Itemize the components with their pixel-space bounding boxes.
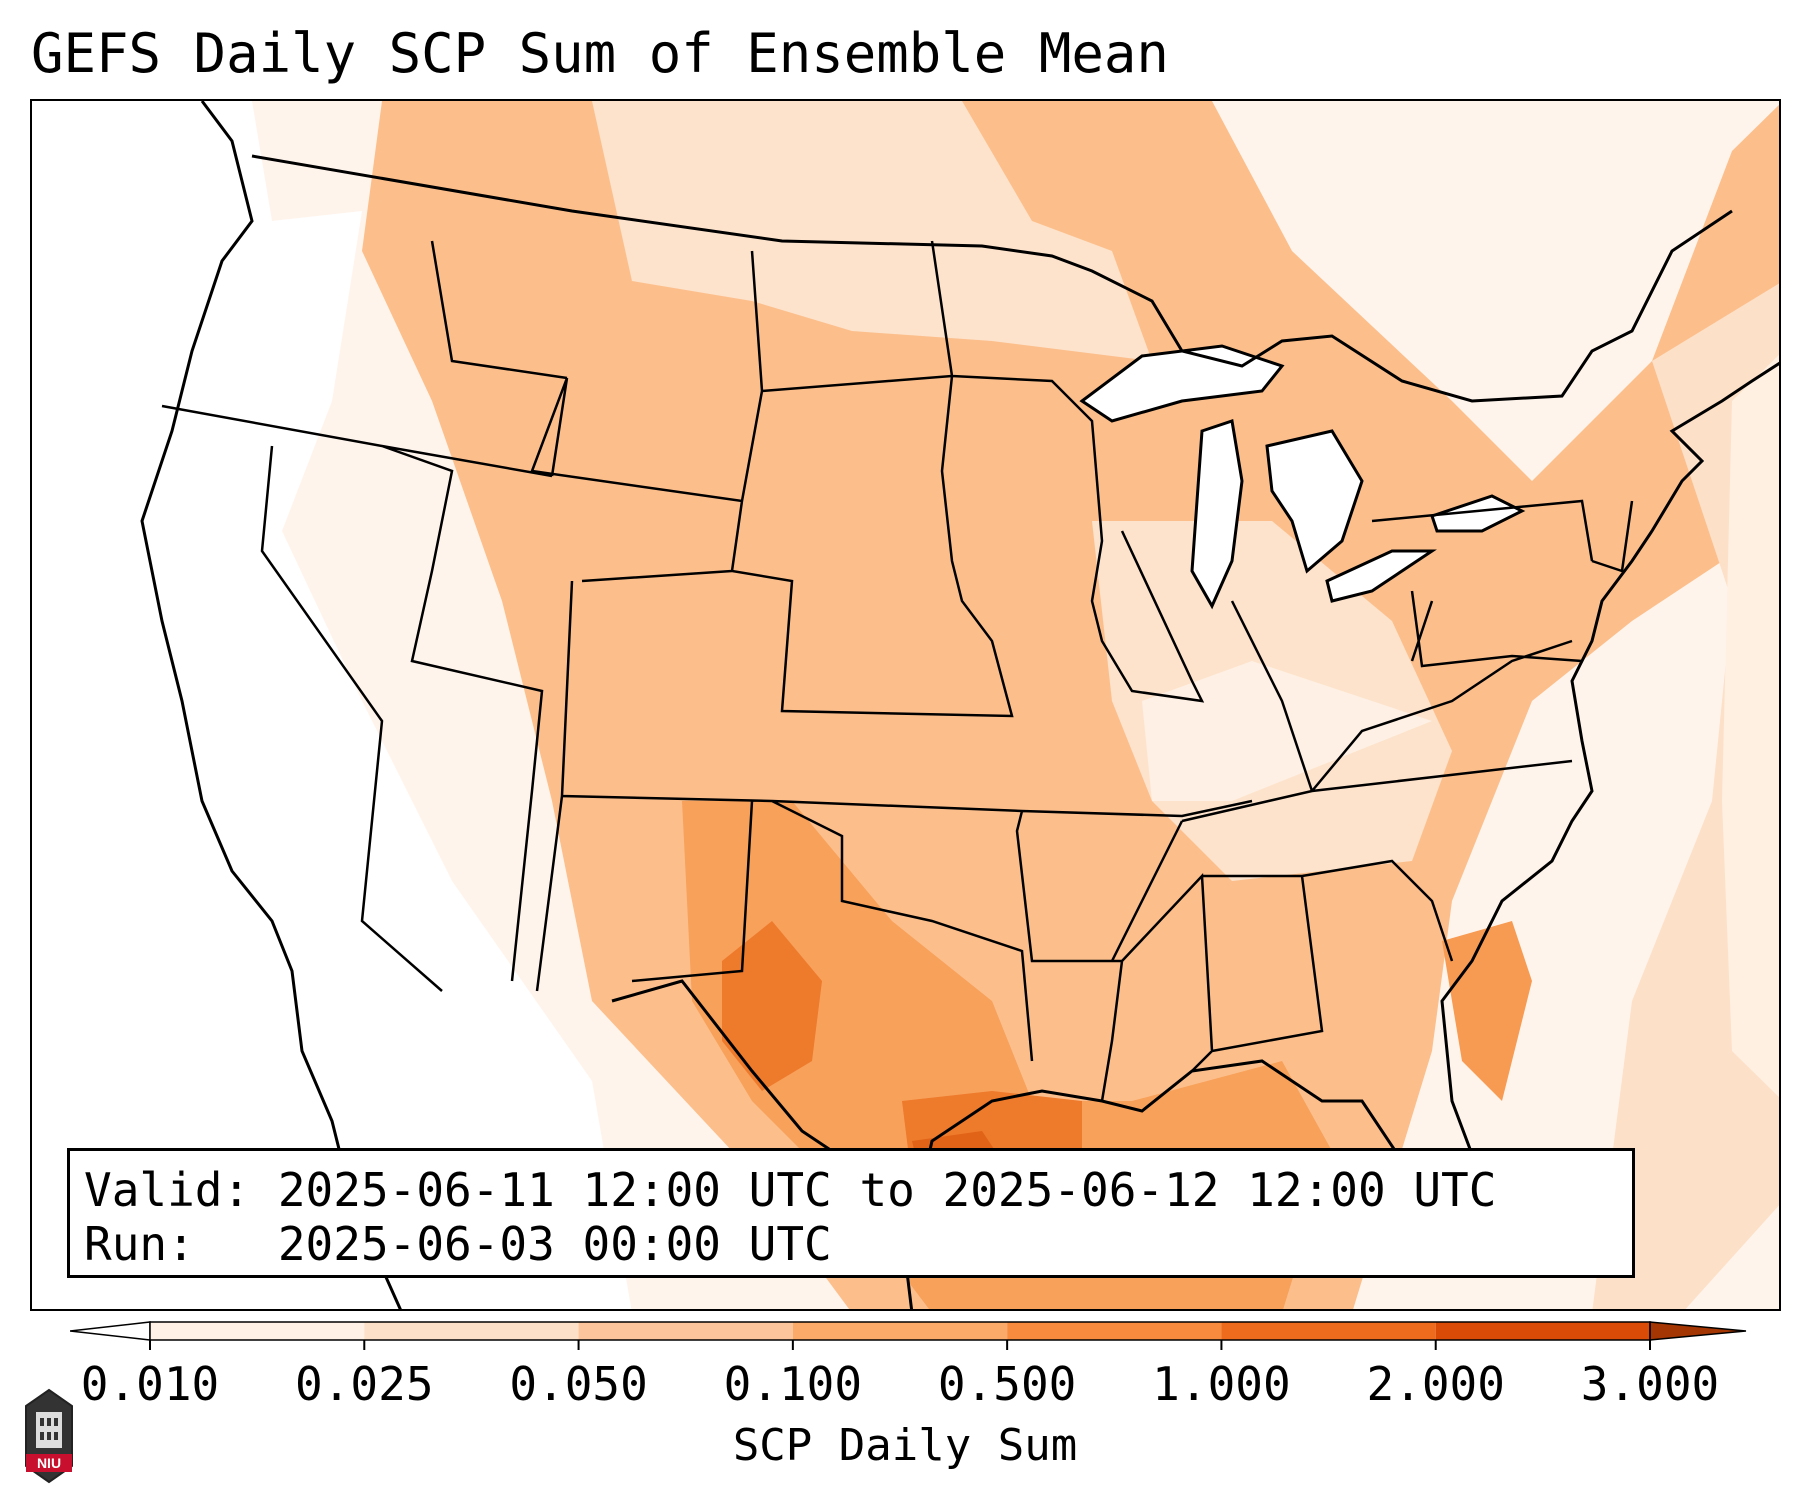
colorbar-tick-label: 3.000 (1580, 1357, 1720, 1411)
map-panel (30, 99, 1781, 1311)
colorbar-segment (364, 1322, 579, 1340)
niu-logo: NIU (25, 1388, 73, 1484)
colorbar-tick-label: 0.100 (723, 1357, 863, 1411)
colorbar-label: SCP Daily Sum (732, 1420, 1078, 1471)
colorbar-tick-label: 0.010 (80, 1357, 220, 1411)
run-time-text: Run: 2025-06-03 00:00 UTC (84, 1217, 832, 1271)
lake-ontario (1430, 494, 1526, 533)
colorbar-segment (578, 1322, 793, 1340)
western-white-region (32, 101, 632, 1309)
state-borders (161, 240, 1634, 1102)
colorbar-segment (1221, 1322, 1436, 1340)
lake-erie (1325, 549, 1437, 603)
colorbar (70, 1321, 1747, 1350)
lighter-patch-atlantic (1722, 354, 1779, 1098)
canada-border (251, 154, 1733, 403)
light-patch-ohio (1142, 661, 1432, 801)
colorbar-over-extend (1649, 1321, 1747, 1341)
lake-huron (1265, 429, 1364, 574)
colorbar-tick-label: 0.500 (937, 1357, 1077, 1411)
valid-time-text: Valid: 2025-06-11 12:00 UTC to 2025-06-1… (84, 1163, 1497, 1217)
colorbar-segment (792, 1322, 1008, 1340)
texas-dark-core (722, 921, 822, 1091)
colorbar-tick-label: 1.000 (1152, 1357, 1291, 1411)
lake-michigan (1190, 419, 1244, 610)
colorbar-tick-label: 2.000 (1366, 1357, 1505, 1411)
colorbar-outline (149, 1321, 1651, 1341)
colorbar-tick-label: 0.050 (509, 1357, 648, 1411)
chart-title: GEFS Daily SCP Sum of Ensemble Mean (31, 22, 1169, 85)
scp-map (32, 101, 1779, 1309)
valid-run-box: Valid: 2025-06-11 12:00 UTC to 2025-06-1… (67, 1148, 1635, 1278)
southeast-core (1442, 921, 1532, 1101)
colorbar-segment (1435, 1322, 1650, 1340)
logo-text: NIU (37, 1455, 61, 1471)
colorbar-under-extend (70, 1321, 151, 1341)
light-patch-north (592, 101, 1152, 361)
colorbar-tick-label: 0.025 (295, 1357, 434, 1411)
colorbar-segment (150, 1322, 365, 1340)
colorbar-segment (1007, 1322, 1222, 1340)
